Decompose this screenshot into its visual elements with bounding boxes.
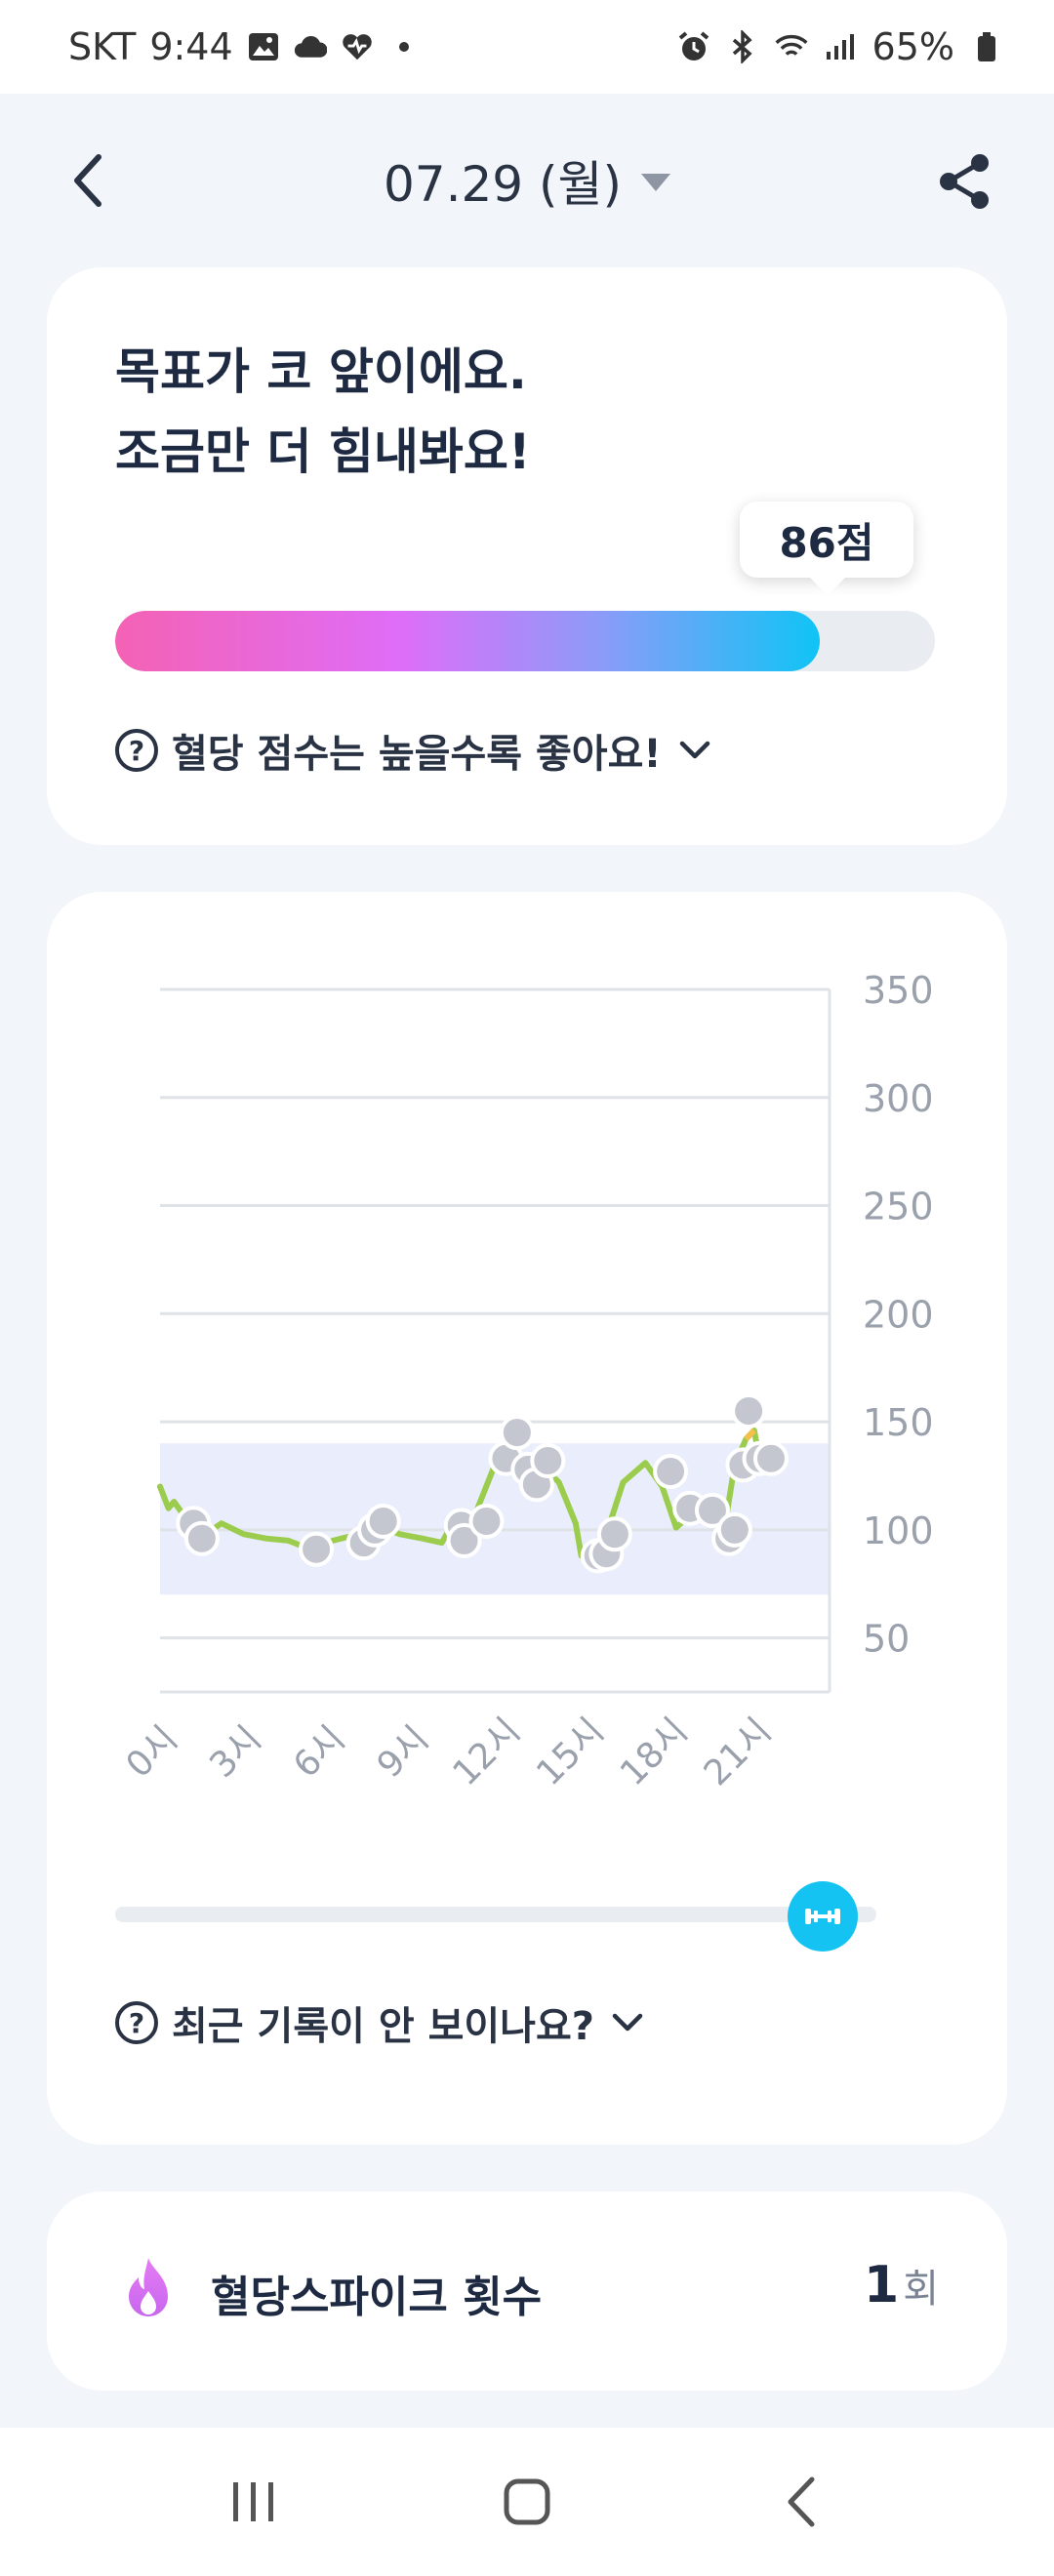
question-icon: ? — [115, 729, 158, 772]
y-tick-label: 350 — [863, 969, 934, 1012]
score-progress-fill — [115, 611, 821, 671]
glucose-chart-card: 350 300 250 200 150 100 50 0시 3시 6시 9시 12시 15시 18시 21시… — [47, 892, 1007, 2145]
glucose-spike-card[interactable]: 혈당스파이크 횟수 1 회 — [47, 2192, 1007, 2391]
chevron-down-icon — [675, 731, 714, 770]
image-icon — [247, 30, 280, 63]
battery-label: 65% — [872, 25, 954, 68]
home-icon — [504, 2478, 550, 2525]
score-help-text: 혈당 점수는 높을수록 좋아요! — [172, 732, 662, 777]
battery-icon — [970, 30, 1003, 63]
x-tick-label: 15시 — [529, 1711, 612, 1793]
system-nav-bar — [0, 2428, 1054, 2576]
bluetooth-icon — [726, 30, 759, 63]
page-header: 07.29 (월) — [0, 127, 1054, 234]
signal-icon — [824, 30, 857, 63]
spike-count: 1 회 — [864, 2256, 939, 2314]
status-bar: SKT 9:44 65% — [0, 0, 1054, 94]
score-card: 목표가 코 앞이에요. 조금만 더 힘내봐요! 86점 ? 혈당 점수는 높을수… — [47, 267, 1007, 845]
data-point — [530, 1442, 566, 1478]
share-icon — [940, 154, 989, 209]
data-point — [499, 1415, 535, 1451]
y-tick-label: 250 — [863, 1186, 934, 1228]
x-tick-label: 18시 — [613, 1711, 696, 1793]
data-point — [752, 1440, 789, 1476]
clock-label: 9:44 — [149, 25, 233, 68]
glucose-chart: 350 300 250 200 150 100 50 0시 3시 6시 9시 12시 15시 18시 21시 — [119, 969, 934, 1793]
share-button[interactable] — [933, 150, 995, 213]
data-point — [446, 1522, 482, 1558]
y-tick-label: 150 — [863, 1401, 934, 1444]
x-tick-label: 9시 — [370, 1719, 437, 1787]
spike-count-number: 1 — [864, 2256, 900, 2314]
spike-label: 혈당스파이크 횟수 — [211, 2273, 543, 2322]
data-point — [694, 1492, 730, 1528]
x-tick-label: 6시 — [286, 1719, 353, 1787]
heart-icon — [341, 30, 374, 63]
time-range-slider-handle[interactable] — [788, 1881, 859, 1952]
date-selector[interactable]: 07.29 (월) — [383, 145, 671, 216]
data-point — [731, 1393, 767, 1429]
data-point — [468, 1503, 505, 1539]
alarm-icon — [677, 30, 710, 63]
back-icon — [788, 2476, 815, 2527]
x-tick-label: 12시 — [445, 1711, 528, 1793]
score-headline: 목표가 코 앞이에요. 조금만 더 힘내봐요! — [115, 332, 531, 492]
y-tick-label: 300 — [863, 1077, 934, 1120]
data-point — [716, 1511, 752, 1548]
caret-down-icon — [641, 174, 671, 191]
spike-segment — [744, 1428, 756, 1441]
recent-apps-icon — [233, 2482, 273, 2521]
data-point — [299, 1531, 335, 1567]
recent-apps-button[interactable] — [205, 2453, 303, 2551]
date-label: 07.29 (월) — [383, 156, 623, 213]
question-icon: ? — [115, 2001, 158, 2044]
dot-icon — [387, 30, 421, 63]
y-tick-label: 200 — [863, 1293, 934, 1336]
home-button[interactable] — [478, 2453, 576, 2551]
time-range-slider-track[interactable] — [115, 1907, 876, 1922]
cloud-icon — [294, 30, 327, 63]
y-tick-label: 50 — [863, 1618, 910, 1661]
back-arrow-icon — [74, 154, 101, 207]
headline-line-2: 조금만 더 힘내봐요! — [115, 423, 531, 480]
carrier-label: SKT — [68, 25, 137, 68]
system-back-button[interactable] — [751, 2453, 849, 2551]
x-tick-label: 0시 — [119, 1719, 186, 1787]
x-tick-label: 21시 — [697, 1711, 780, 1793]
missing-records-help-toggle[interactable]: ? 최근 기록이 안 보이나요? — [115, 1994, 647, 2051]
score-bubble: 86점 — [740, 502, 913, 595]
data-point — [365, 1503, 401, 1539]
y-tick-label: 100 — [863, 1509, 934, 1552]
x-tick-label: 3시 — [202, 1719, 269, 1787]
chevron-down-icon — [608, 2003, 647, 2042]
drag-handle-icon — [805, 1909, 841, 1924]
score-help-toggle[interactable]: ? 혈당 점수는 높을수록 좋아요! — [115, 722, 714, 779]
score-progress-bar — [115, 611, 935, 671]
missing-records-help-text: 최근 기록이 안 보이나요? — [172, 2004, 594, 2049]
headline-line-1: 목표가 코 앞이에요. — [115, 343, 527, 400]
data-point — [183, 1520, 220, 1556]
wifi-icon — [775, 30, 808, 63]
back-button[interactable] — [59, 148, 117, 213]
fire-icon — [129, 2258, 168, 2316]
spike-count-unit: 회 — [903, 2267, 939, 2312]
data-point — [596, 1516, 632, 1552]
data-point — [653, 1454, 689, 1490]
